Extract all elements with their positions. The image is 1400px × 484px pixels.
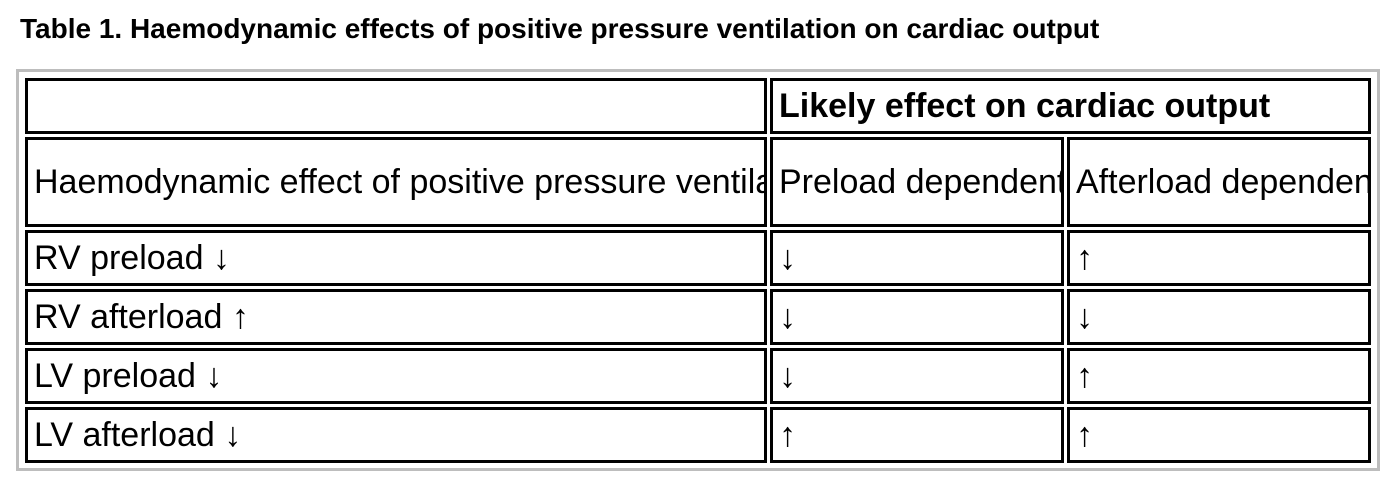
table-caption: Table 1. Haemodynamic effects of positiv… [20,13,1100,44]
empty-header-cell [25,78,767,134]
effect-cell: LV afterload ↓ [25,407,767,463]
table-frame: Likely effect on cardiac output Haemodyn… [16,69,1380,471]
table-row: RV afterload ↑ ↓ ↓ [25,289,1371,345]
preload-cell: ↓ [770,230,1064,286]
column-header-preload: Preload dependent [770,137,1064,227]
preload-cell: ↓ [770,289,1064,345]
column-header-afterload: Afterload dependent [1067,137,1371,227]
effect-cell: RV afterload ↑ [25,289,767,345]
table-header-row: Haemodynamic effect of positive pressure… [25,137,1371,227]
table-row: RV preload ↓ ↓ ↑ [25,230,1371,286]
effect-cell: LV preload ↓ [25,348,767,404]
group-header-cell: Likely effect on cardiac output [770,78,1371,134]
table-row: LV afterload ↓ ↑ ↑ [25,407,1371,463]
table-header-row: Likely effect on cardiac output [25,78,1371,134]
afterload-cell: ↓ [1067,289,1371,345]
afterload-cell: ↑ [1067,348,1371,404]
preload-cell: ↓ [770,348,1064,404]
column-header-effect: Haemodynamic effect of positive pressure… [25,137,767,227]
table-row: LV preload ↓ ↓ ↑ [25,348,1371,404]
data-table: Likely effect on cardiac output Haemodyn… [22,75,1374,466]
effect-cell: RV preload ↓ [25,230,767,286]
preload-cell: ↑ [770,407,1064,463]
afterload-cell: ↑ [1067,407,1371,463]
afterload-cell: ↑ [1067,230,1371,286]
